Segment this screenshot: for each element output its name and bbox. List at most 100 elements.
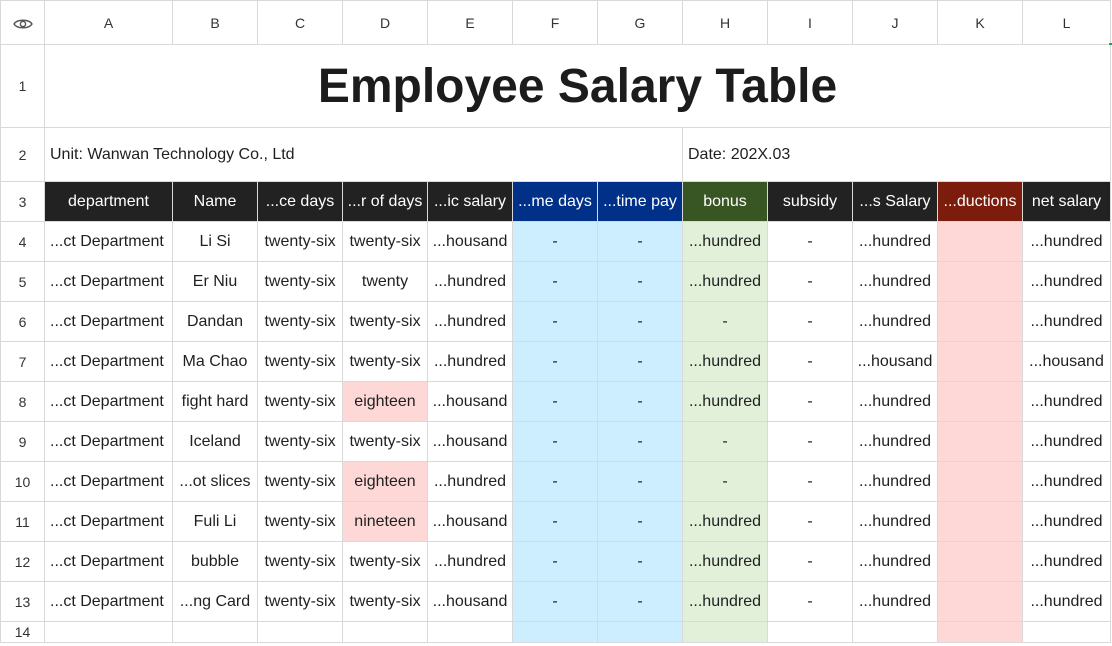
data-cell[interactable]: ...ct Department — [44, 421, 173, 462]
data-cell[interactable]: twenty-six — [342, 341, 428, 382]
unit-label[interactable]: Unit: Wanwan Technology Co., Ltd — [44, 127, 683, 182]
data-cell[interactable]: ...hundred — [682, 381, 768, 422]
data-cell[interactable] — [937, 301, 1023, 342]
table-header-cell[interactable]: ...s Salary — [852, 181, 938, 222]
data-cell[interactable]: twenty-six — [342, 421, 428, 462]
data-cell[interactable] — [937, 421, 1023, 462]
data-cell[interactable]: ...ct Department — [44, 381, 173, 422]
data-cell[interactable]: twenty-six — [342, 301, 428, 342]
column-header-i[interactable]: I — [767, 0, 853, 45]
row-header[interactable]: 2 — [0, 127, 45, 182]
data-cell[interactable]: twenty — [342, 261, 428, 302]
table-header-cell[interactable]: ...time pay — [597, 181, 683, 222]
data-cell[interactable]: - — [512, 501, 598, 542]
data-cell[interactable]: ...hundred — [682, 341, 768, 382]
data-cell[interactable]: - — [767, 461, 853, 502]
data-cell[interactable]: ...hundred — [427, 261, 513, 302]
data-cell[interactable]: twenty-six — [257, 421, 343, 462]
data-cell[interactable]: - — [512, 341, 598, 382]
table-header-cell[interactable]: Name — [172, 181, 258, 222]
data-cell[interactable] — [767, 621, 853, 643]
data-cell[interactable]: fight hard — [172, 381, 258, 422]
data-cell[interactable]: twenty-six — [342, 221, 428, 262]
data-cell[interactable]: - — [597, 541, 683, 582]
data-cell[interactable] — [172, 621, 258, 643]
data-cell[interactable]: Ma Chao — [172, 341, 258, 382]
row-header[interactable]: 3 — [0, 181, 45, 222]
data-cell[interactable] — [257, 621, 343, 643]
data-cell[interactable] — [937, 501, 1023, 542]
data-cell[interactable]: - — [682, 461, 768, 502]
select-all-corner[interactable] — [0, 0, 45, 45]
data-cell[interactable]: ...hundred — [1022, 261, 1111, 302]
row-header[interactable]: 6 — [0, 301, 45, 342]
column-header-e[interactable]: E — [427, 0, 513, 45]
data-cell[interactable]: - — [597, 261, 683, 302]
data-cell[interactable]: - — [512, 221, 598, 262]
data-cell[interactable]: ...hundred — [682, 581, 768, 622]
data-cell[interactable]: ...hundred — [682, 541, 768, 582]
row-header[interactable]: 13 — [0, 581, 45, 622]
data-cell[interactable]: ...hundred — [1022, 221, 1111, 262]
data-cell[interactable]: ...hundred — [1022, 501, 1111, 542]
data-cell[interactable]: - — [767, 381, 853, 422]
data-cell[interactable]: ...housand — [427, 421, 513, 462]
data-cell[interactable]: ...ot slices — [172, 461, 258, 502]
data-cell[interactable]: ...housand — [427, 381, 513, 422]
table-header-cell[interactable]: bonus — [682, 181, 768, 222]
data-cell[interactable]: ...hundred — [427, 301, 513, 342]
data-cell[interactable]: - — [767, 581, 853, 622]
data-cell[interactable]: - — [682, 301, 768, 342]
data-cell[interactable]: twenty-six — [257, 381, 343, 422]
data-cell[interactable]: ...ct Department — [44, 541, 173, 582]
data-cell[interactable] — [512, 621, 598, 643]
data-cell[interactable]: - — [597, 381, 683, 422]
data-cell[interactable]: ...ct Department — [44, 501, 173, 542]
data-cell[interactable]: ...hundred — [852, 581, 938, 622]
data-cell[interactable]: - — [512, 541, 598, 582]
column-header-k[interactable]: K — [937, 0, 1023, 45]
data-cell[interactable]: ...hundred — [852, 221, 938, 262]
data-cell[interactable]: - — [597, 221, 683, 262]
data-cell[interactable] — [937, 621, 1023, 643]
column-header-h[interactable]: H — [682, 0, 768, 45]
data-cell[interactable]: ...ct Department — [44, 261, 173, 302]
data-cell[interactable]: twenty-six — [257, 341, 343, 382]
data-cell[interactable]: - — [597, 461, 683, 502]
data-cell[interactable]: ...hundred — [427, 541, 513, 582]
data-cell[interactable]: ...housand — [852, 341, 938, 382]
data-cell[interactable]: - — [512, 581, 598, 622]
data-cell[interactable] — [937, 381, 1023, 422]
data-cell[interactable]: bubble — [172, 541, 258, 582]
data-cell[interactable]: - — [767, 501, 853, 542]
data-cell[interactable]: ...hundred — [852, 381, 938, 422]
row-header[interactable]: 14 — [0, 621, 45, 643]
data-cell[interactable] — [342, 621, 428, 643]
data-cell[interactable]: Dandan — [172, 301, 258, 342]
data-cell[interactable]: ...housand — [1022, 341, 1111, 382]
sheet-title[interactable]: Employee Salary Table — [44, 44, 1111, 128]
row-header[interactable]: 1 — [0, 44, 45, 128]
data-cell[interactable]: ...hundred — [682, 221, 768, 262]
column-header-l[interactable]: L — [1022, 0, 1111, 45]
data-cell[interactable]: - — [597, 421, 683, 462]
data-cell[interactable]: ...hundred — [852, 301, 938, 342]
data-cell[interactable]: ...hundred — [852, 461, 938, 502]
data-cell[interactable]: - — [512, 301, 598, 342]
table-header-cell[interactable]: ...ic salary — [427, 181, 513, 222]
data-cell[interactable]: ...hundred — [427, 341, 513, 382]
data-cell[interactable]: ...hundred — [1022, 541, 1111, 582]
data-cell[interactable]: twenty-six — [342, 541, 428, 582]
data-cell[interactable]: ...housand — [427, 501, 513, 542]
data-cell[interactable]: ...hundred — [852, 421, 938, 462]
data-cell[interactable]: twenty-six — [257, 501, 343, 542]
data-cell[interactable]: eighteen — [342, 381, 428, 422]
data-cell[interactable] — [937, 341, 1023, 382]
data-cell[interactable]: Li Si — [172, 221, 258, 262]
data-cell[interactable]: ...hundred — [1022, 581, 1111, 622]
row-header[interactable]: 12 — [0, 541, 45, 582]
table-header-cell[interactable]: subsidy — [767, 181, 853, 222]
data-cell[interactable]: ...hundred — [1022, 461, 1111, 502]
data-cell[interactable] — [937, 221, 1023, 262]
data-cell[interactable]: twenty-six — [257, 261, 343, 302]
